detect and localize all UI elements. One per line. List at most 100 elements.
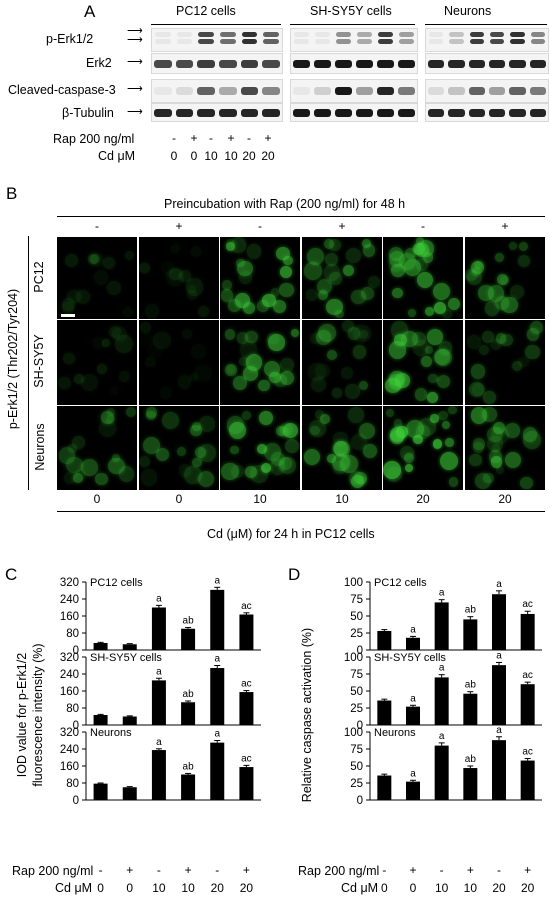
cell	[414, 387, 428, 401]
blot-band	[240, 59, 259, 68]
cell	[170, 243, 181, 253]
cell	[242, 301, 256, 315]
panel-d-rap-label: Rap 200 ng/ml	[298, 864, 380, 878]
y-tick-label: 320	[60, 652, 79, 664]
cell	[324, 252, 339, 267]
significance-label: ab	[183, 761, 195, 772]
cd-value: 10	[204, 149, 218, 163]
bottom-value: 0	[93, 492, 101, 506]
cell	[112, 326, 127, 341]
significance-label: a	[496, 650, 502, 661]
cell	[161, 261, 175, 275]
rap-sign: +	[184, 863, 192, 877]
blot-band	[154, 87, 172, 95]
cell	[267, 333, 279, 345]
blot-panel	[425, 53, 549, 74]
blot-band	[175, 108, 194, 117]
blot-band	[154, 108, 172, 117]
cell	[358, 422, 375, 439]
cell	[405, 419, 424, 438]
bar	[210, 589, 225, 650]
cell	[191, 343, 206, 359]
scale-bar	[61, 314, 75, 317]
cell	[199, 416, 216, 433]
cell	[146, 410, 156, 421]
blot-band	[197, 59, 215, 68]
cell	[258, 410, 273, 425]
cell	[385, 408, 394, 417]
blot-band	[449, 32, 464, 37]
y-tick-label: 0	[357, 720, 363, 732]
blot-band	[469, 32, 484, 37]
blot-band	[335, 87, 352, 95]
cell	[526, 328, 540, 342]
blot-band	[240, 108, 259, 117]
cell	[468, 381, 484, 397]
cell	[63, 352, 75, 365]
row-label-caspase: Cleaved-caspase-3	[8, 83, 116, 97]
cell	[341, 366, 354, 379]
rap-sign: -	[382, 863, 387, 877]
cell	[475, 261, 485, 270]
cell	[328, 272, 342, 286]
panel-a-letter: A	[84, 2, 96, 21]
cell	[362, 244, 376, 257]
cell	[139, 455, 151, 467]
cell	[323, 264, 341, 281]
y-tick-label: 100	[344, 727, 363, 739]
cell	[358, 330, 368, 340]
cell	[74, 468, 87, 481]
significance-label: a	[214, 654, 220, 665]
cell	[362, 443, 378, 459]
blot-band	[198, 32, 214, 37]
cd-value: 0	[409, 881, 417, 895]
cell	[328, 239, 341, 252]
cell	[398, 252, 416, 270]
cd-value: 10	[224, 149, 238, 163]
blot-band	[263, 39, 279, 44]
blot-band	[197, 87, 215, 95]
bar	[406, 637, 420, 650]
y-tick-label: 320	[60, 577, 79, 589]
cell	[97, 364, 107, 375]
blot-band	[510, 39, 525, 44]
cell	[315, 363, 330, 379]
bar	[434, 602, 449, 650]
cd-value: 10	[152, 881, 166, 895]
cell	[415, 424, 430, 439]
bar	[181, 628, 196, 650]
cell	[333, 461, 347, 474]
cell	[258, 379, 270, 392]
blot-band	[489, 87, 506, 95]
micrograph	[465, 406, 545, 490]
cell	[183, 466, 202, 484]
group-line-neurons	[425, 24, 547, 25]
blot-band	[468, 59, 485, 68]
cell	[392, 287, 403, 299]
blot-band	[529, 108, 546, 117]
arrow-icon: ⟶	[127, 83, 143, 95]
cell	[225, 242, 235, 251]
bar	[122, 644, 137, 650]
micrograph	[220, 237, 300, 319]
cell	[119, 371, 131, 383]
y-tick-label: 75	[350, 594, 363, 606]
significance-label: a	[439, 663, 445, 674]
cell	[340, 455, 359, 474]
blot-band	[428, 108, 445, 117]
cell	[307, 362, 326, 381]
cell	[367, 275, 381, 288]
bar	[434, 677, 449, 725]
cell	[490, 456, 503, 468]
cd-value: 20	[261, 149, 275, 163]
bar	[181, 702, 196, 725]
rap-label: Rap 200 ng/ml	[53, 132, 135, 146]
blot-panel	[425, 28, 549, 52]
cd-value: 0	[170, 149, 178, 163]
blot-band	[155, 39, 171, 44]
blot-band	[220, 32, 236, 37]
cell	[178, 464, 191, 477]
cell	[393, 419, 403, 428]
bar	[151, 680, 166, 725]
row-label-perk: p-Erk1/2	[46, 32, 94, 46]
